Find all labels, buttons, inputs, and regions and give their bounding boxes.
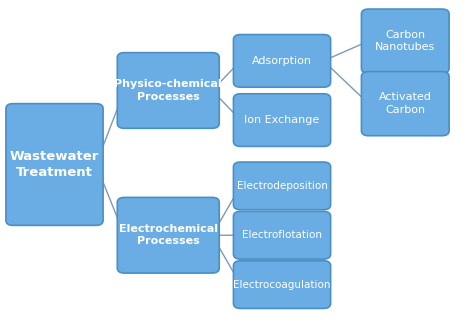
Text: Electrocoagulation: Electrocoagulation: [233, 280, 331, 290]
FancyBboxPatch shape: [361, 72, 449, 136]
FancyBboxPatch shape: [233, 212, 330, 259]
Text: Electroflotation: Electroflotation: [242, 230, 322, 240]
Text: Activated
Carbon: Activated Carbon: [379, 92, 432, 115]
FancyBboxPatch shape: [117, 197, 219, 273]
FancyBboxPatch shape: [233, 261, 330, 309]
Text: Electrodeposition: Electrodeposition: [237, 181, 328, 191]
Text: Carbon
Nanotubes: Carbon Nanotubes: [375, 30, 436, 52]
Text: Physico-chemical
Processes: Physico-chemical Processes: [114, 79, 222, 102]
FancyBboxPatch shape: [233, 35, 330, 87]
FancyBboxPatch shape: [233, 94, 330, 146]
Text: Adsorption: Adsorption: [252, 56, 312, 66]
FancyBboxPatch shape: [361, 9, 449, 73]
Text: Ion Exchange: Ion Exchange: [245, 115, 319, 125]
FancyBboxPatch shape: [6, 104, 103, 225]
Text: Wastewater
Treatment: Wastewater Treatment: [10, 150, 99, 179]
FancyBboxPatch shape: [233, 162, 330, 210]
Text: Electrochemical
Processes: Electrochemical Processes: [119, 224, 218, 246]
FancyBboxPatch shape: [117, 53, 219, 128]
